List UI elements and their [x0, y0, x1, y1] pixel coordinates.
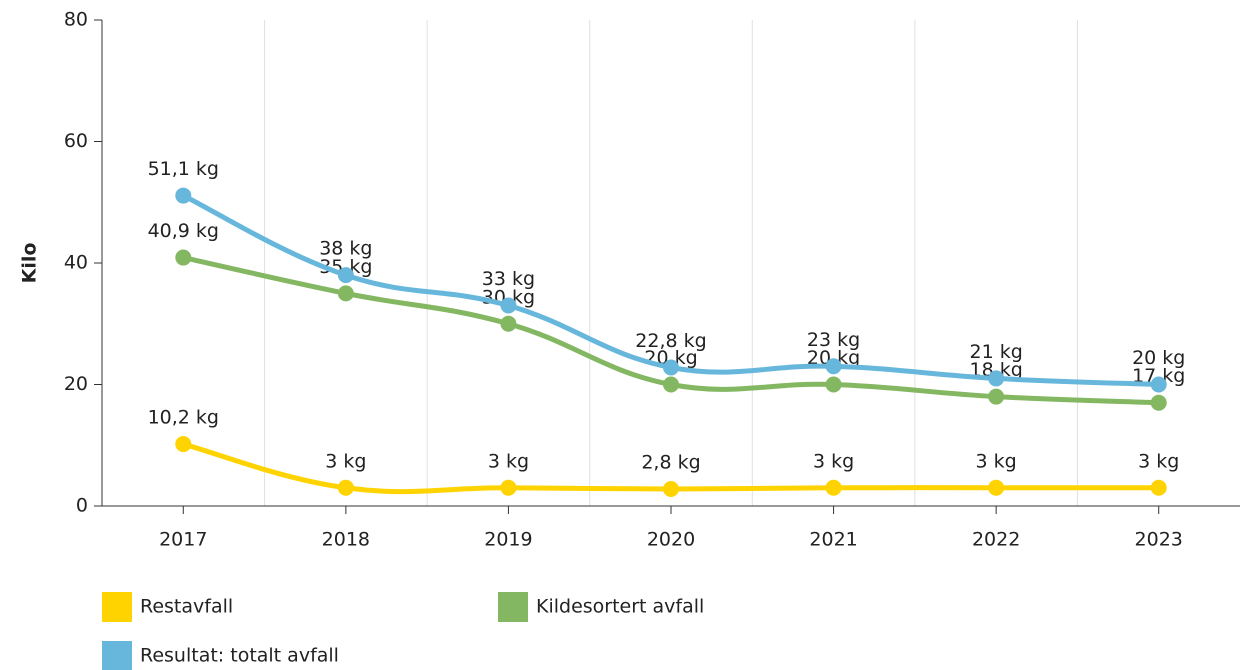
x-tick-label: 2021 — [809, 529, 857, 551]
point — [663, 376, 679, 393]
point — [337, 285, 354, 302]
data-label: 3 kg — [1138, 450, 1179, 472]
y-tick-label: 60 — [64, 130, 88, 152]
point — [1150, 376, 1167, 393]
point — [663, 480, 679, 497]
data-label: 20 kg — [1132, 347, 1185, 369]
data-label: 3 kg — [813, 450, 854, 472]
data-label: 2,8 kg — [641, 451, 700, 473]
legend-swatch — [102, 641, 132, 670]
point — [1150, 479, 1167, 496]
y-axis-label: Kilo — [19, 243, 41, 284]
data-label: 20 kg — [807, 347, 860, 369]
data-label: 51,1 kg — [148, 158, 219, 180]
point — [663, 359, 679, 376]
x-tick-label: 2018 — [322, 529, 370, 551]
x-tick-label: 2017 — [159, 529, 207, 551]
point — [500, 479, 517, 496]
point — [337, 267, 354, 284]
data-label: 3 kg — [976, 450, 1017, 472]
point — [337, 479, 354, 496]
point — [1150, 394, 1167, 411]
data-label: 40,9 kg — [148, 220, 219, 242]
data-label: 21 kg — [970, 341, 1023, 363]
point — [825, 376, 842, 393]
point — [988, 479, 1005, 496]
data-label: 33 kg — [482, 268, 535, 290]
point — [175, 436, 192, 453]
data-label: 22,8 kg — [635, 330, 706, 352]
point — [500, 315, 517, 332]
point — [988, 370, 1005, 387]
legend-swatch — [498, 592, 528, 622]
data-label: 38 kg — [319, 238, 372, 260]
y-tick-label: 0 — [76, 495, 88, 517]
x-tick-label: 2022 — [972, 529, 1020, 551]
point — [825, 358, 842, 375]
y-tick-label: 80 — [64, 9, 88, 31]
legend-label: Resultat: totalt avfall — [140, 645, 339, 667]
data-label: 10,2 kg — [148, 407, 219, 429]
legend-swatch — [102, 592, 132, 622]
y-tick-label: 40 — [64, 252, 88, 274]
point — [175, 187, 192, 204]
point — [175, 249, 192, 266]
x-tick-label: 2019 — [484, 529, 532, 551]
data-label: 3 kg — [325, 450, 366, 472]
data-label: 23 kg — [807, 329, 860, 351]
point — [988, 388, 1005, 405]
point — [825, 479, 842, 496]
data-label: 3 kg — [488, 450, 529, 472]
legend-label: Kildesortert avfall — [536, 596, 704, 618]
y-tick-label: 20 — [64, 373, 88, 395]
x-tick-label: 2020 — [647, 529, 695, 551]
point — [500, 297, 517, 314]
legend-label: Restavfall — [140, 596, 233, 618]
x-tick-label: 2023 — [1135, 529, 1183, 551]
